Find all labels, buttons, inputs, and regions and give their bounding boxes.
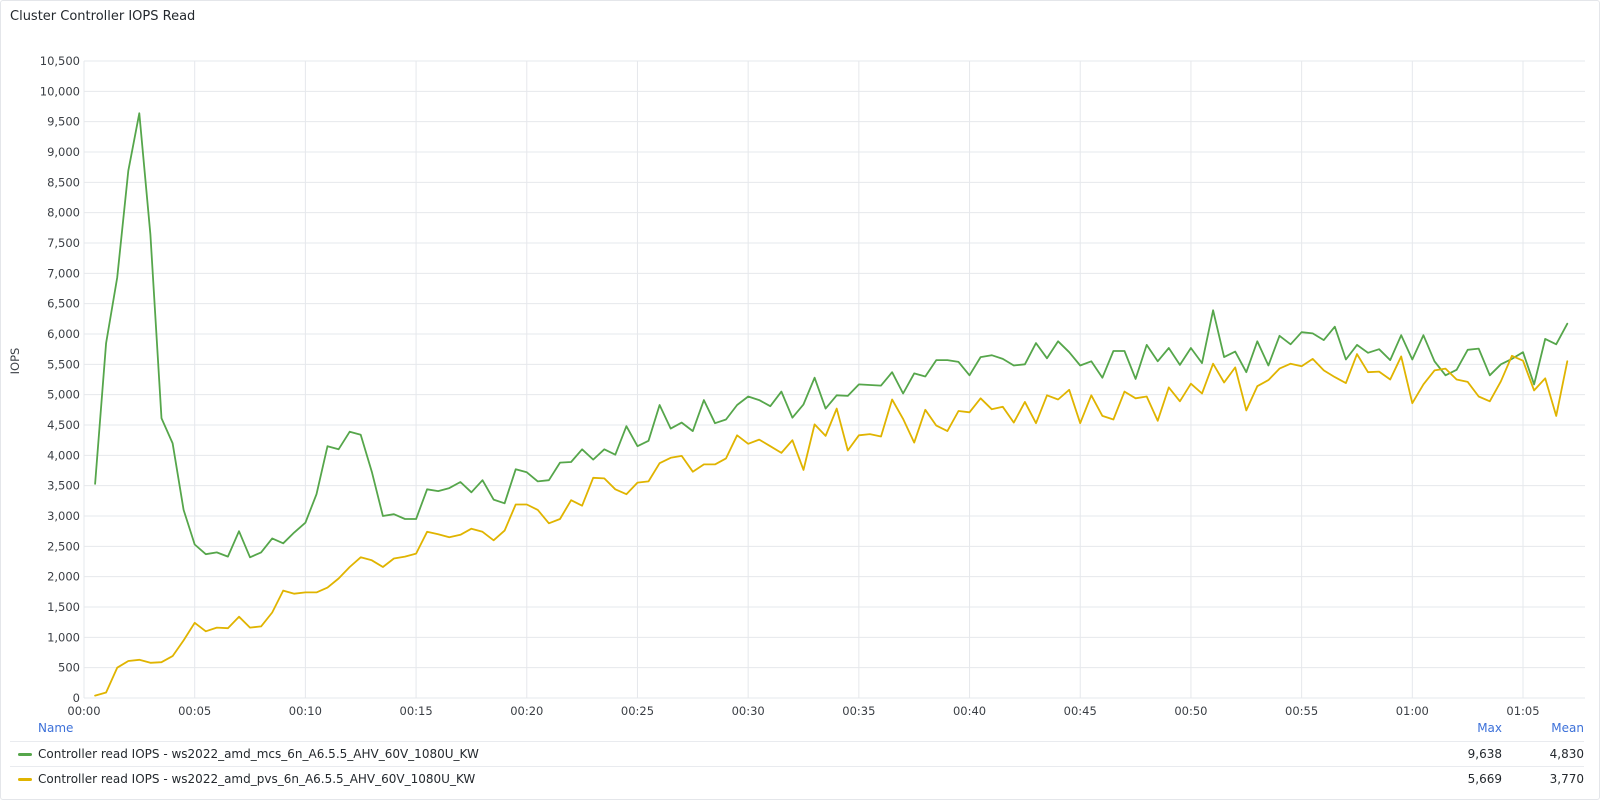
y-tick-label: 0 <box>73 691 80 705</box>
y-axis-ticks: 0 500 1,000 1,500 2,000 2,500 3,000 3,500 4,000 4… <box>40 54 80 705</box>
legend-header: Name Max Mean <box>38 721 1584 737</box>
y-tick-label: 10,000 <box>40 84 80 98</box>
legend-header-max[interactable]: Max <box>1477 721 1502 735</box>
x-tick-label: 01:05 <box>1506 704 1539 718</box>
y-tick-label: 4,500 <box>47 418 80 432</box>
y-tick-label: 1,500 <box>47 600 80 614</box>
y-axis-title: IOPS <box>8 348 22 375</box>
legend-series-name[interactable]: Controller read IOPS - ws2022_amd_pvs_6n… <box>38 772 476 786</box>
y-tick-label: 3,000 <box>47 509 80 523</box>
panel-title[interactable]: Cluster Controller IOPS Read <box>10 9 196 24</box>
x-tick-label: 00:20 <box>510 704 543 718</box>
y-tick-label: 6,000 <box>47 327 80 341</box>
series-line-mcs <box>94 112 1569 559</box>
legend-row-pvs[interactable]: Controller read IOPS - ws2022_amd_pvs_6n… <box>10 766 1584 791</box>
y-tick-label: 4,000 <box>47 448 80 462</box>
y-tick-label: 2,000 <box>47 570 80 584</box>
y-tick-label: 5,000 <box>47 388 80 402</box>
legend-mean-value: 3,770 <box>1549 772 1584 786</box>
legend-header-name[interactable]: Name <box>38 721 74 735</box>
x-tick-label: 00:10 <box>289 704 322 718</box>
y-tick-label: 10,500 <box>40 54 80 68</box>
grid-layer <box>83 60 1585 699</box>
y-tick-label: 5,500 <box>47 357 80 371</box>
x-tick-label: 00:30 <box>732 704 765 718</box>
y-tick-label: 8,500 <box>47 175 80 189</box>
y-tick-label: 8,000 <box>47 206 80 220</box>
x-tick-label: 00:55 <box>1285 704 1318 718</box>
x-tick-label: 00:25 <box>621 704 654 718</box>
legend-swatch <box>18 753 32 756</box>
legend-row-mcs[interactable]: Controller read IOPS - ws2022_amd_mcs_6n… <box>10 741 1584 766</box>
x-tick-label: 00:50 <box>1174 704 1207 718</box>
y-tick-label: 6,500 <box>47 297 80 311</box>
series-line-pvs <box>94 353 1569 697</box>
x-tick-label: 00:45 <box>1064 704 1097 718</box>
legend-header-mean[interactable]: Mean <box>1551 721 1584 735</box>
x-tick-label: 00:00 <box>67 704 100 718</box>
x-tick-label: 00:05 <box>178 704 211 718</box>
legend-max-value: 5,669 <box>1467 772 1502 786</box>
y-tick-label: 500 <box>58 661 80 675</box>
y-tick-label: 3,500 <box>47 479 80 493</box>
legend-mean-value: 4,830 <box>1549 747 1584 761</box>
x-tick-label: 01:00 <box>1396 704 1429 718</box>
y-tick-label: 9,000 <box>47 145 80 159</box>
y-tick-label: 1,000 <box>47 630 80 644</box>
x-axis-ticks: 00:00 00:05 00:10 00:15 00:20 00:25 00:30 00:35… <box>67 704 1539 718</box>
legend-series-name[interactable]: Controller read IOPS - ws2022_amd_mcs_6n… <box>38 747 479 761</box>
x-tick-label: 00:35 <box>842 704 875 718</box>
y-tick-label: 2,500 <box>47 539 80 553</box>
y-tick-label: 9,500 <box>47 115 80 129</box>
y-tick-label: 7,000 <box>47 266 80 280</box>
iops-line-chart: 0 500 1,000 1,500 2,000 2,500 3,000 3,500 4,000 4… <box>8 54 1585 718</box>
y-tick-label: 7,500 <box>47 236 80 250</box>
legend-max-value: 9,638 <box>1467 747 1502 761</box>
x-tick-label: 00:40 <box>953 704 986 718</box>
series-layer <box>94 112 1569 697</box>
x-tick-label: 00:15 <box>400 704 433 718</box>
legend-swatch <box>18 778 32 781</box>
